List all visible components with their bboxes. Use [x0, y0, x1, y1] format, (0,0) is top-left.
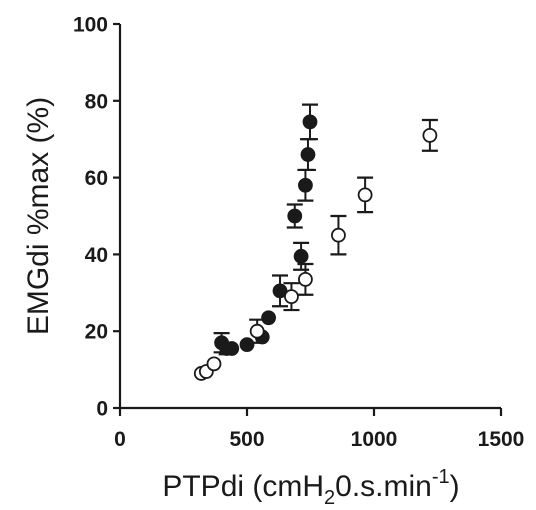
filled-data-point [302, 114, 318, 130]
open-data-point [284, 289, 299, 305]
open-series [193, 118, 438, 381]
open-data-point [206, 356, 222, 372]
filled-data-point [239, 337, 255, 353]
open-data-point [298, 271, 313, 287]
x-axis-title-end: ) [450, 470, 460, 503]
filled-data-point [298, 177, 313, 193]
filled-data-point [261, 310, 276, 326]
filled-series [213, 103, 318, 356]
filled-data-point [224, 341, 240, 356]
data-marks [193, 103, 438, 381]
x-axis-title-sub: 2 [324, 487, 335, 509]
x-ticks: 0 500 1000 1500 [114, 408, 524, 451]
y-tick-label: 20 [85, 321, 108, 344]
y-tick-label: 0 [96, 398, 108, 421]
x-axis-title-main: PTPdi (cmH [162, 470, 324, 503]
y-tick-label: 40 [85, 244, 108, 267]
y-tick-label: 80 [85, 90, 108, 113]
open-data-point [357, 187, 373, 203]
filled-data-point [293, 248, 309, 264]
axes [118, 24, 501, 410]
x-axis-title: PTPdi (cmH20.s.min-1) [162, 466, 459, 509]
x-tick-label: 1500 [478, 428, 525, 451]
x-axis-title-sup: -1 [432, 466, 450, 488]
filled-data-point [287, 208, 303, 224]
x-tick-label: 1000 [351, 428, 398, 451]
open-data-point [422, 127, 438, 143]
y-tick-label: 60 [85, 167, 108, 190]
filled-data-point [272, 283, 288, 299]
y-axis-title: EMGdi %max (%) [22, 97, 55, 335]
x-tick-label: 0 [114, 428, 126, 451]
y-ticks: 0 20 40 60 80 100 [73, 14, 120, 421]
x-tick-label: 500 [229, 428, 264, 451]
open-data-point [331, 227, 346, 243]
open-data-point [249, 323, 265, 339]
y-tick-label: 100 [73, 14, 108, 37]
filled-data-point [300, 147, 316, 162]
x-axis-title-mid: 0.s.min [335, 470, 432, 503]
